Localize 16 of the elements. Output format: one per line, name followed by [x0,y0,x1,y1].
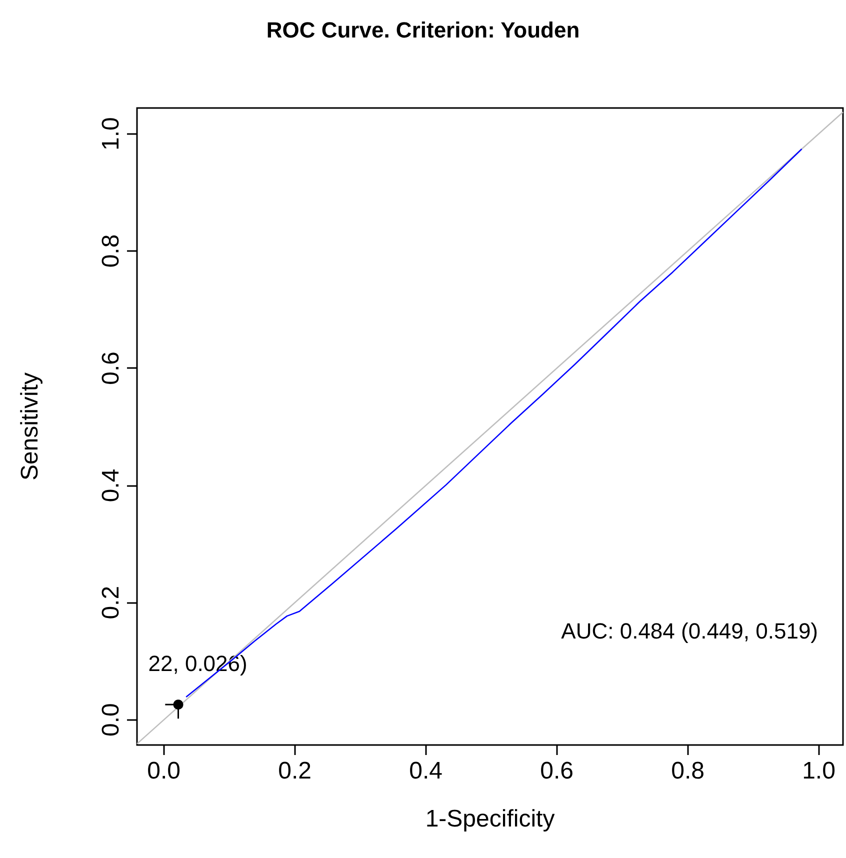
x-tick-label: 0.2 [278,758,312,784]
x-tick-label: 0.8 [671,758,704,784]
y-tick-label: 0.4 [98,468,124,502]
x-tick-label: 0.0 [147,758,181,784]
y-tick-label: 1.0 [98,117,124,150]
y-tick-label: 0.6 [98,352,124,385]
x-tick-label: 0.6 [540,758,574,784]
annotation: AUC: 0.484 (0.449, 0.519) [561,618,818,644]
y-tick-label: 0.0 [98,703,124,736]
y-axis-title: Sensitivity [16,372,44,481]
y-tick-label: 0.2 [98,586,124,620]
x-tick-label: 0.4 [409,758,443,784]
x-tick-label: 1.0 [802,758,836,784]
chart-title: ROC Curve. Criterion: Youden [266,18,580,42]
x-axis-title: 1-Specificity [425,806,555,832]
y-tick-label: 0.8 [98,234,124,268]
